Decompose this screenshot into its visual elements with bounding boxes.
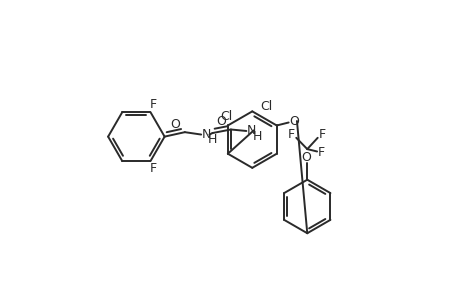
Text: F: F [317, 146, 325, 159]
Text: Cl: Cl [260, 100, 272, 112]
Text: O: O [300, 151, 310, 164]
Text: O: O [288, 115, 298, 128]
Text: N: N [202, 128, 211, 141]
Text: O: O [170, 118, 180, 131]
Text: N: N [246, 124, 256, 137]
Text: Cl: Cl [220, 110, 232, 123]
Text: F: F [318, 128, 325, 141]
Text: H: H [252, 130, 262, 143]
Text: H: H [207, 134, 217, 146]
Text: F: F [149, 162, 156, 175]
Text: O: O [216, 115, 226, 128]
Text: F: F [149, 98, 156, 111]
Text: F: F [287, 128, 294, 141]
